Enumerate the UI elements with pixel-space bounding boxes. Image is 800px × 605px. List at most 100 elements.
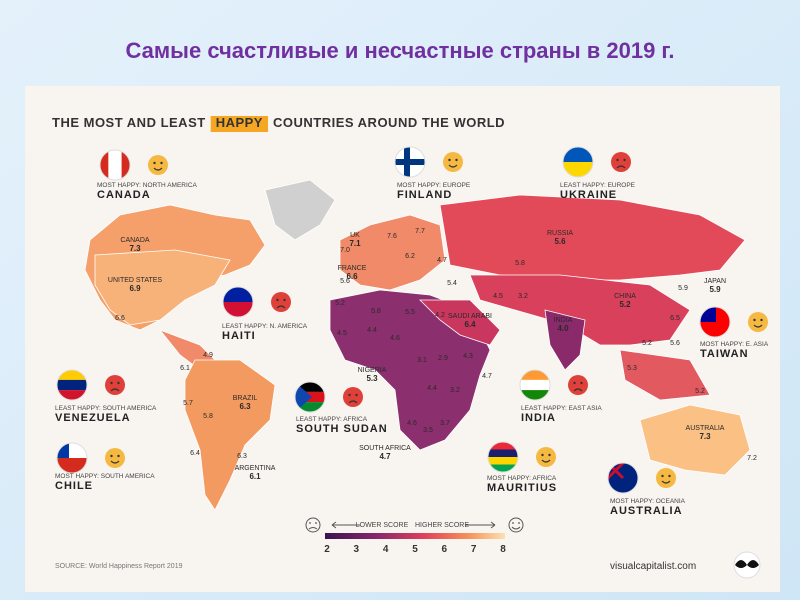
callout-country: UKRAINE xyxy=(560,189,617,201)
callout-country: HAITI xyxy=(222,330,256,342)
legend-tick: 3 xyxy=(354,544,360,555)
country-score: 4.6 xyxy=(407,420,417,427)
callout-country: MAURITIUS xyxy=(487,482,557,494)
legend-tick: 6 xyxy=(442,544,448,555)
flag xyxy=(520,370,550,400)
callout-caption: LEAST HAPPY: AFRICA xyxy=(296,416,368,423)
flag-stripe xyxy=(57,370,87,380)
flag-border xyxy=(56,442,88,474)
flag-stripe xyxy=(223,287,253,302)
callout-caption: MOST HAPPY: E. ASIA xyxy=(700,341,769,348)
slide-title: Самые счастливые и несчастные страны в 2… xyxy=(126,38,675,63)
country-score: 4.4 xyxy=(367,327,377,334)
face-eye xyxy=(448,158,451,162)
sad-face-icon xyxy=(305,517,321,533)
legend-tick: 5 xyxy=(412,544,418,555)
legend: LOWER SCORE HIGHER SCORE 2 3 4 5 6 7 8 xyxy=(305,517,524,555)
australia-shape xyxy=(639,404,751,476)
russia xyxy=(439,194,746,281)
country-score: 5.6 xyxy=(554,237,566,246)
country-score: 3.5 xyxy=(423,427,433,434)
callout-caption: LEAST HAPPY: SOUTH AMERICA xyxy=(55,405,157,412)
country-score: 5.8 xyxy=(515,260,525,267)
country-score: 5.9 xyxy=(678,285,688,292)
flag-cross xyxy=(395,159,425,165)
happy-face xyxy=(656,468,676,488)
country-score: 6.4 xyxy=(464,320,476,329)
country-score: 3.2 xyxy=(518,293,528,300)
middle-east xyxy=(419,299,501,346)
flag-stripe xyxy=(488,464,518,472)
heading-highlight: HAPPY xyxy=(216,115,263,130)
source: SOURCE: World Happiness Report 2019 xyxy=(55,563,183,570)
face-mouth xyxy=(616,165,626,169)
flag-stripe xyxy=(121,150,130,180)
face-eye xyxy=(110,454,113,458)
country-score: 6.1 xyxy=(180,365,190,372)
country-score: 6.2 xyxy=(405,253,415,260)
face-mouth xyxy=(348,400,358,404)
sad-face xyxy=(568,375,588,395)
face-mouth xyxy=(661,480,671,484)
face-eye xyxy=(455,158,458,162)
flag-stripe xyxy=(57,458,87,473)
country-score: 5.4 xyxy=(447,280,457,287)
face-eye xyxy=(110,381,113,385)
country-label: AUSTRALIA xyxy=(686,425,725,432)
flag-triangle xyxy=(295,382,312,412)
country-score: 7.2 xyxy=(747,455,757,462)
color-scale xyxy=(325,533,505,539)
face-eye xyxy=(661,474,664,478)
country-score: 6.9 xyxy=(129,284,141,293)
flag-border xyxy=(699,306,731,338)
face-eye xyxy=(348,393,351,397)
flag-stripe xyxy=(563,147,593,162)
country-label: SOUTH AFRICA xyxy=(359,445,411,452)
flag-stripe xyxy=(520,379,550,391)
country-score: 7.7 xyxy=(415,228,425,235)
callout-caption: LEAST HAPPY: EUROPE xyxy=(560,182,636,189)
sad-face xyxy=(343,387,363,407)
face-eye xyxy=(153,161,156,165)
happy-face-icon xyxy=(508,517,524,533)
country-score: 5.7 xyxy=(183,400,193,407)
country-score: 3.7 xyxy=(440,420,450,427)
callout-country: VENEZUELA xyxy=(55,412,131,424)
country-label: NIGERIA xyxy=(358,367,387,374)
callout-caption: MOST HAPPY: SOUTH AMERICA xyxy=(55,473,155,480)
country-label: JAPAN xyxy=(704,278,726,285)
flag-border xyxy=(562,146,594,178)
face-eye xyxy=(548,453,551,457)
country-score: 4.5 xyxy=(493,293,503,300)
flag-border xyxy=(99,149,131,181)
country-score: 4.6 xyxy=(390,335,400,342)
legend-tick: 7 xyxy=(471,544,477,555)
callout-caption: LEAST HAPPY: N. AMERICA xyxy=(222,323,308,330)
flag-stripe xyxy=(520,370,550,380)
flag-stripe xyxy=(295,402,325,412)
country-score: 6.6 xyxy=(115,315,125,322)
country-score: 5.8 xyxy=(371,308,381,315)
arrow-left xyxy=(331,521,360,529)
world-map xyxy=(84,179,751,511)
europe xyxy=(339,214,446,291)
country-label: RUSSIA xyxy=(547,230,573,237)
country-score: 4.7 xyxy=(379,452,391,461)
arrow-right xyxy=(465,521,496,529)
sad-face xyxy=(105,375,125,395)
country-score: 7.1 xyxy=(349,239,361,248)
flag-border xyxy=(56,369,88,401)
country-score: 7.6 xyxy=(387,233,397,240)
legend-tick: 8 xyxy=(500,544,506,555)
country-label: INDIA xyxy=(554,317,573,324)
legend-tick: 2 xyxy=(324,544,330,555)
sad-face xyxy=(611,152,631,172)
